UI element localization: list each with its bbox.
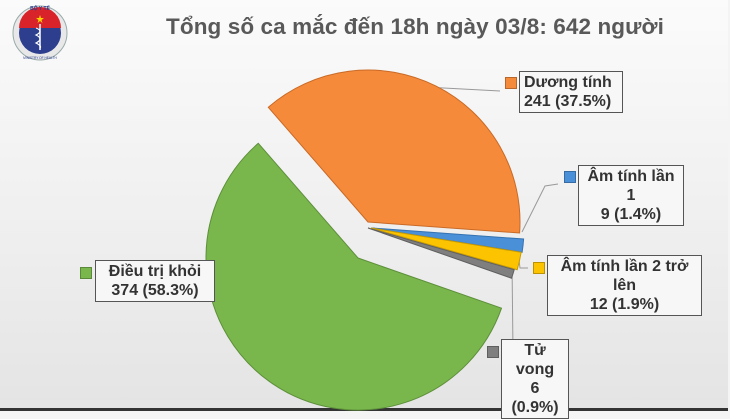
swatch-am-tinh-1: [564, 171, 576, 183]
label-tu-vong: Tử vong 6 (0.9%): [501, 339, 569, 419]
label-duong-tinh-name: Dương tính: [524, 74, 612, 91]
slice-duong-tinh: [267, 69, 521, 234]
slice-am-tinh-lan-2: [370, 227, 522, 271]
label-dieu-tri-khoi: Điều trị khỏi 374 (58.3%): [95, 260, 215, 302]
label-duong-tinh: Dương tính 241 (37.5%): [519, 71, 623, 113]
chart-title: Tổng số ca mắc đến 18h ngày 03/8: 642 ng…: [166, 14, 664, 39]
label-am-tinh-2-name: Âm tính lần 2 trở lên: [560, 258, 689, 294]
slice-dieu-tri-khoi: [205, 142, 503, 411]
label-am-tinh-2-value: 12 (1.9%): [589, 296, 660, 313]
leader-line-am-tinh-1: [521, 183, 559, 233]
swatch-duong-tinh: [505, 77, 517, 89]
swatch-tu-vong: [487, 346, 499, 358]
swatch-dieu-tri-khoi: [80, 267, 92, 279]
logo-top-text: BỘ Y TẾ: [30, 4, 50, 12]
label-am-tinh-1-value: 9 (1.4%): [600, 206, 662, 223]
swatch-am-tinh-2: [533, 262, 545, 274]
label-dieu-tri-khoi-name: Điều trị khỏi: [108, 263, 202, 280]
label-dieu-tri-khoi-value: 374 (58.3%): [111, 282, 199, 299]
label-duong-tinh-value: 241 (37.5%): [524, 93, 612, 110]
label-am-tinh-1: Âm tính lần 1 9 (1.4%): [578, 165, 684, 226]
logo-bottom-text: MINISTRY OF HEALTH: [23, 56, 57, 60]
slice-tu-vong: [367, 227, 515, 279]
label-am-tinh-1-name: Âm tính lần 1: [587, 168, 675, 204]
ministry-of-health-logo: BỘ Y TẾ MINISTRY OF HEALTH: [10, 2, 70, 69]
label-tu-vong-value: 6 (0.9%): [511, 380, 559, 416]
label-tu-vong-name: Tử vong: [515, 342, 555, 378]
label-am-tinh-2: Âm tính lần 2 trở lên 12 (1.9%): [547, 255, 702, 316]
